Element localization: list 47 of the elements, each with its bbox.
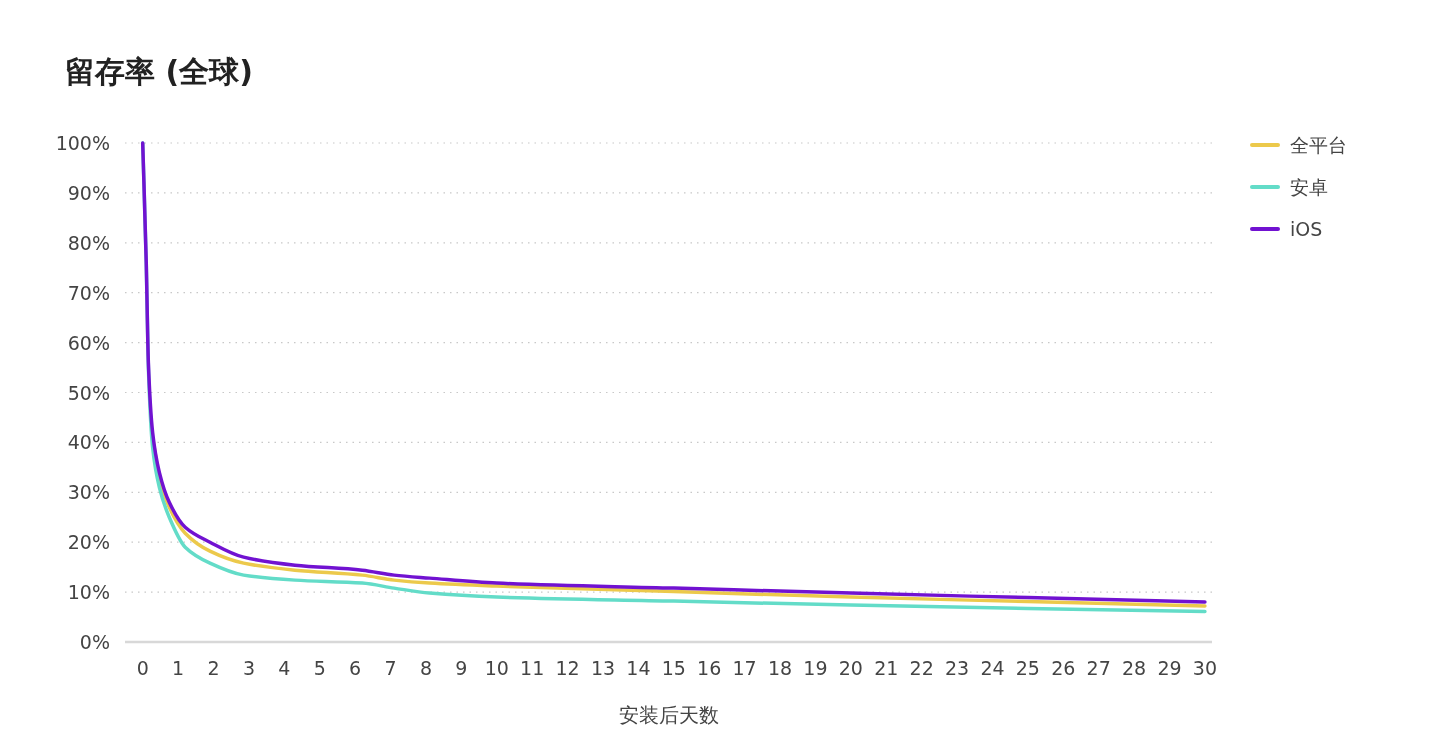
- y-tick-label: 20%: [67, 531, 110, 554]
- x-tick-label: 15: [661, 657, 686, 679]
- x-tick-label: 16: [697, 657, 722, 679]
- x-tick-label: 27: [1086, 657, 1111, 679]
- x-tick-label: 6: [349, 657, 362, 679]
- x-tick-label: 20: [838, 657, 863, 679]
- legend-label: iOS: [1290, 218, 1323, 240]
- x-tick-label: 0: [136, 657, 149, 679]
- x-tick-label: 9: [455, 657, 468, 679]
- x-tick-label: 13: [590, 657, 616, 679]
- y-tick-label: 60%: [67, 331, 110, 354]
- x-tick-label: 22: [909, 657, 934, 679]
- x-tick-label: 18: [767, 657, 793, 679]
- x-tick-label: 11: [520, 657, 545, 679]
- y-tick-label: 40%: [67, 431, 110, 454]
- x-tick-label: 17: [732, 657, 757, 679]
- x-tick-label: 21: [874, 657, 899, 679]
- legend-label: 全平台: [1290, 134, 1347, 156]
- y-tick-label: 100%: [55, 132, 110, 154]
- y-tick-label: 30%: [67, 481, 110, 504]
- y-tick-label: 10%: [67, 581, 110, 604]
- x-tick-label: 7: [384, 657, 397, 679]
- x-tick-label: 5: [313, 657, 326, 679]
- legend-label: 安卓: [1290, 176, 1328, 198]
- x-tick-label: 1: [172, 657, 185, 679]
- x-tick-label: 8: [419, 657, 433, 679]
- x-tick-label: 10: [484, 657, 509, 679]
- y-tick-label: 70%: [67, 281, 110, 304]
- y-tick-label: 90%: [67, 181, 110, 204]
- y-tick-label: 0%: [79, 631, 110, 653]
- chart-title: 留存率 (全球): [65, 54, 253, 89]
- x-tick-label: 14: [626, 657, 651, 679]
- x-tick-label: 12: [555, 657, 580, 679]
- x-tick-label: 24: [980, 657, 1005, 679]
- x-tick-label: 29: [1157, 657, 1182, 679]
- x-tick-label: 19: [803, 657, 828, 679]
- x-tick-label: 28: [1122, 657, 1147, 679]
- x-tick-label: 4: [278, 657, 291, 679]
- x-tick-label: 30: [1192, 657, 1218, 679]
- y-tick-label: 80%: [67, 231, 110, 254]
- x-tick-label: 26: [1051, 657, 1076, 679]
- x-tick-label: 23: [944, 657, 970, 679]
- x-tick-label: 25: [1015, 657, 1040, 679]
- x-axis-title: 安装后天数: [618, 703, 719, 727]
- y-tick-label: 50%: [67, 381, 110, 404]
- x-tick-label: 3: [242, 657, 255, 679]
- x-tick-label: 2: [207, 657, 220, 679]
